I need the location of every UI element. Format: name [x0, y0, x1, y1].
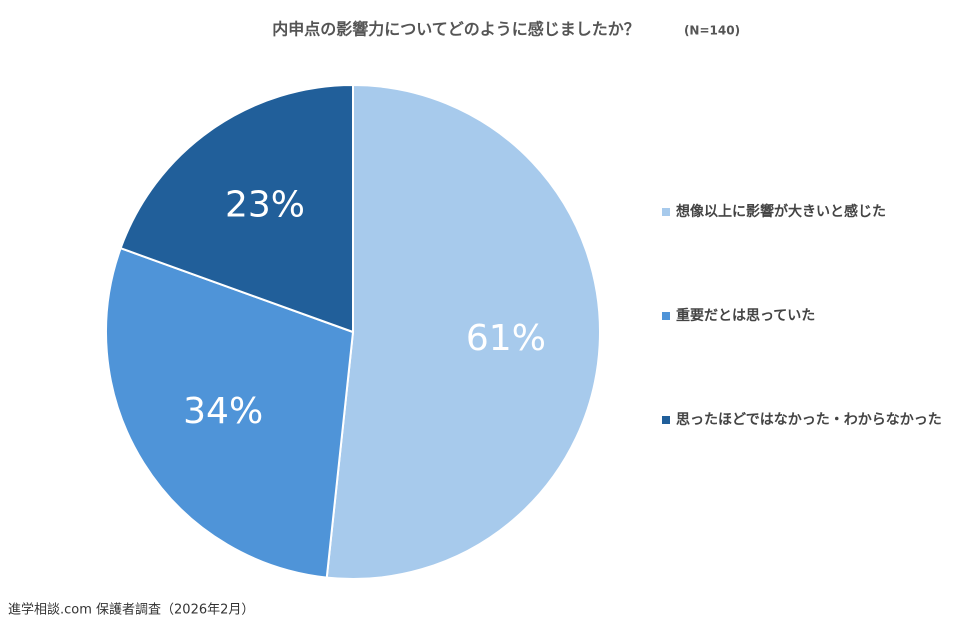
legend-label: 重要だとは思っていた [676, 307, 815, 324]
legend-label: 想像以上に影響が大きいと感じた [675, 203, 886, 220]
source-note: 進学相談.com 保護者調査（2026年2月） [8, 602, 254, 618]
chart-subtitle: (N=140) [684, 24, 740, 38]
legend-swatch [662, 208, 670, 216]
pie-slice [105, 246, 355, 579]
legend-swatch [662, 416, 670, 424]
legend-label: 思ったほどではなかった・わからなかった [676, 412, 942, 428]
pie-slice [325, 83, 601, 580]
chart-title: 内申点の影響力についてどのように感じましたか？ [272, 20, 640, 39]
data-label: 61% [466, 318, 546, 359]
pie-slice [119, 83, 354, 334]
data-label: 23% [225, 185, 305, 226]
legend-swatch [662, 312, 670, 320]
data-label: 34% [183, 391, 263, 432]
